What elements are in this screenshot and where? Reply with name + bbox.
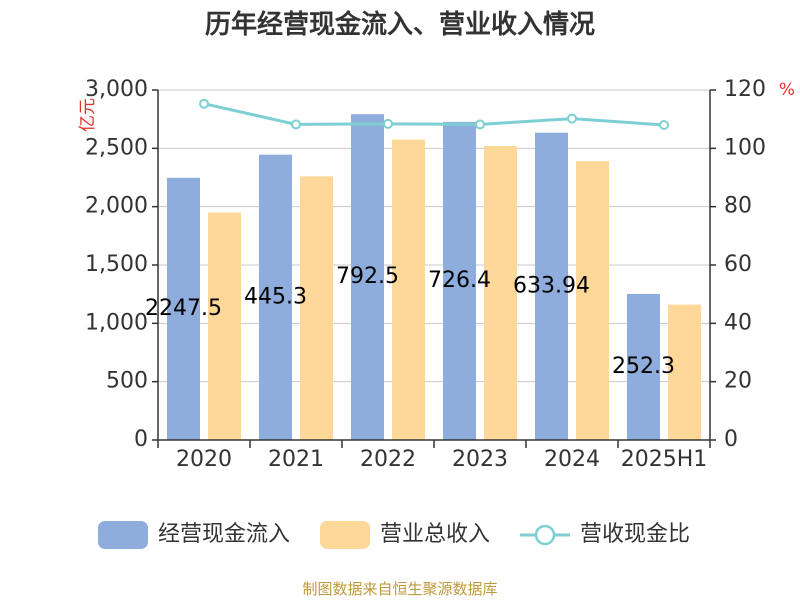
legend-label: 营业总收入 <box>380 522 490 547</box>
bar-cash-inflow <box>535 132 568 440</box>
data-label: 633.94 <box>513 273 590 298</box>
legend-label: 营收现金比 <box>580 522 690 547</box>
data-label: 445.3 <box>244 284 307 309</box>
right-tick-label: 40 <box>724 310 752 335</box>
bar-cash-inflow <box>167 177 200 440</box>
left-tick-label: 3,000 <box>85 77 148 102</box>
bar-revenue <box>300 176 333 441</box>
bar-revenue <box>668 304 701 440</box>
ratio-point <box>383 118 393 129</box>
bar-revenue <box>392 139 425 441</box>
left-tick-label: 1,500 <box>85 252 148 277</box>
left-axis-unit: 亿元 <box>78 98 98 132</box>
bar-cash-inflow <box>627 293 660 440</box>
right-axis-unit: % <box>779 80 795 100</box>
x-tick-label: 2023 <box>452 447 508 472</box>
data-label: 792.5 <box>336 264 399 289</box>
left-tick-label: 2,500 <box>85 135 148 160</box>
bars <box>167 114 701 441</box>
left-tick-label: 500 <box>106 369 148 394</box>
bar-cash-inflow <box>351 114 384 440</box>
right-tick-label: 20 <box>724 369 752 394</box>
gridlines <box>158 89 710 441</box>
chart-title: 历年经营现金流入、营业收入情况 <box>205 9 595 40</box>
right-tick-label: 80 <box>724 194 752 219</box>
ratio-line-path <box>203 102 665 127</box>
legend-swatch <box>320 521 370 549</box>
bar-cash-inflow <box>443 121 476 441</box>
axes: 0 500 1,000 1,500 2,000 2,500 3,000 0 20 40 60 80 10… <box>85 77 766 472</box>
right-tick-label: 100 <box>724 135 766 160</box>
right-tick-label: 60 <box>724 252 752 277</box>
bar-revenue <box>484 146 517 440</box>
ratio-point <box>199 98 209 109</box>
data-label: 726.4 <box>428 268 491 293</box>
x-tick-label: 2020 <box>176 447 232 472</box>
ratio-point <box>567 113 577 124</box>
x-tick-label: 2025H1 <box>621 447 708 472</box>
x-tick-label: 2021 <box>268 447 324 472</box>
legend-swatch <box>98 521 148 549</box>
bar-revenue <box>576 161 609 440</box>
x-tick-label: 2022 <box>360 447 416 472</box>
data-label: 252.3 <box>612 354 675 379</box>
ratio-point <box>659 120 669 130</box>
left-tick-label: 1,000 <box>85 310 148 335</box>
left-tick-label: 2,000 <box>85 194 148 219</box>
x-tick-label: 2024 <box>544 447 600 472</box>
data-label: 2247.5 <box>145 296 222 321</box>
data-labels: 2247.5 445.3 792.5 726.4 633.94 252.3 <box>145 264 675 379</box>
left-tick-label: 0 <box>134 427 148 452</box>
source-note: 制图数据来自恒生聚源数据库 <box>302 580 497 598</box>
ratio-point <box>475 119 485 130</box>
legend-swatch-marker <box>534 524 556 546</box>
bar-revenue <box>208 212 241 440</box>
ratio-line <box>199 98 669 130</box>
ratio-point <box>291 119 301 130</box>
legend: 经营现金流入 营业总收入 营收现金比 <box>98 521 690 549</box>
right-tick-label: 120 <box>724 77 766 102</box>
right-tick-label: 0 <box>724 427 738 452</box>
legend-label: 经营现金流入 <box>158 522 290 547</box>
bar-cash-inflow <box>259 154 292 440</box>
